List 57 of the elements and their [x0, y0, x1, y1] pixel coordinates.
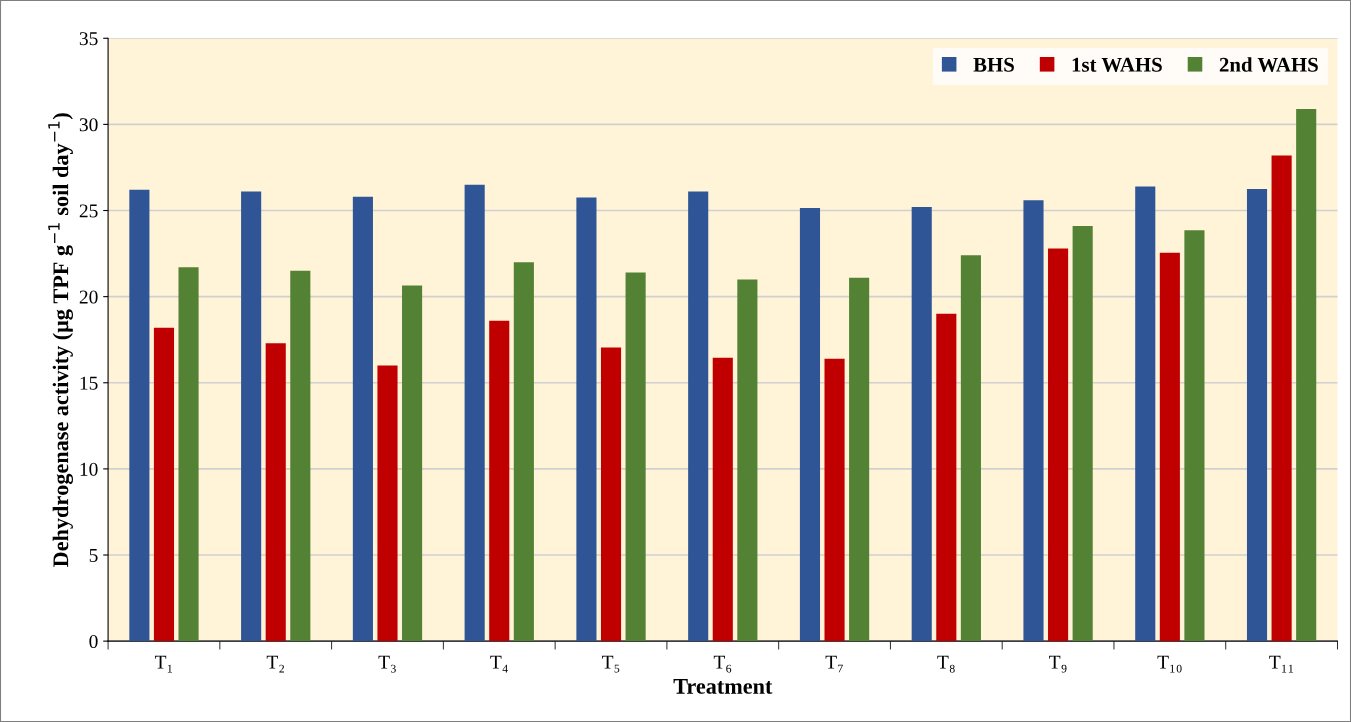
- x-tick-label: T₅: [602, 655, 620, 673]
- bar: [241, 191, 262, 642]
- bar: [1246, 188, 1268, 642]
- y-tick-label: 20: [79, 290, 98, 304]
- y-axis-title: Dehydrogenase activity (μg TPF g$^{−1}$ soil day$^{−1}$): [48, 113, 73, 567]
- bar: [377, 365, 398, 642]
- bar: [1048, 248, 1069, 642]
- bar: [489, 320, 510, 642]
- bar: [824, 358, 845, 642]
- legend-label: 2nd WAHS: [1219, 57, 1318, 72]
- bar: [600, 347, 622, 642]
- bar: [911, 207, 932, 642]
- x-tick-label: T₁: [154, 655, 172, 673]
- bar: [352, 196, 373, 642]
- y-tick-label: 30: [79, 118, 98, 132]
- y-tick-label: 5: [89, 549, 98, 562]
- bar: [1135, 186, 1156, 642]
- bar: [576, 197, 597, 642]
- bar: [1072, 226, 1093, 642]
- bar: [178, 267, 199, 642]
- bar: [1271, 155, 1292, 642]
- bar: [625, 272, 646, 642]
- bar: [129, 189, 150, 642]
- bar: [265, 343, 286, 642]
- bar: [153, 327, 175, 642]
- bar: [402, 285, 423, 642]
- bar: [688, 191, 709, 642]
- bar: [849, 277, 870, 642]
- y-tick-label: 15: [80, 376, 98, 390]
- bar: [712, 357, 733, 642]
- bar: [1023, 200, 1044, 642]
- x-tick-label: T₄: [490, 655, 508, 673]
- x-tick-label: T₉: [1049, 655, 1067, 673]
- x-tick-label: T₆: [713, 655, 732, 673]
- legend-label: 1st WAHS: [1072, 57, 1162, 72]
- bar: [799, 207, 821, 642]
- bar: [513, 262, 534, 642]
- bar: [936, 313, 957, 642]
- y-tick-label: 25: [79, 204, 98, 218]
- x-axis-title: Treatment: [673, 679, 773, 694]
- x-tick-label: T₁₀: [1157, 655, 1182, 673]
- y-tick-label: 35: [79, 32, 98, 46]
- x-tick-label: T₁₁: [1269, 655, 1293, 673]
- bar: [1159, 252, 1180, 642]
- y-tick-label: 10: [80, 462, 98, 476]
- bar: [960, 255, 981, 642]
- bar: [1296, 108, 1317, 642]
- bar: [464, 184, 485, 642]
- x-tick-label: T₈: [937, 655, 955, 673]
- bar: [1184, 230, 1205, 642]
- x-tick-label: T₂: [266, 655, 284, 673]
- x-tick-label: T₇: [825, 655, 843, 673]
- y-tick-label: 0: [89, 634, 98, 649]
- bar: [737, 279, 758, 642]
- bar: [290, 270, 311, 642]
- legend-label: BHS: [973, 57, 1014, 72]
- x-tick-label: T₃: [378, 655, 396, 673]
